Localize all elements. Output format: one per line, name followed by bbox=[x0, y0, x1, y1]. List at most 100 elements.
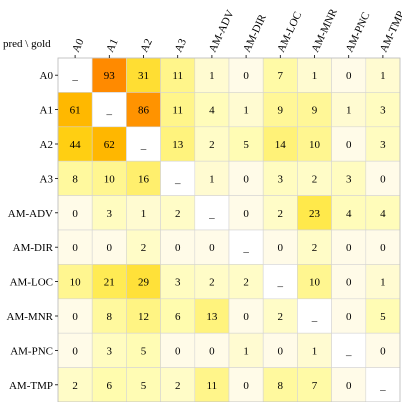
cell-a3-am-dir bbox=[228, 160, 264, 196]
cell-a0-a0 bbox=[57, 57, 93, 93]
cell-am-loc-am-mnr bbox=[297, 264, 332, 300]
cell-value-a2-a1: 62 bbox=[104, 139, 115, 151]
cell-am-loc-am-tmp bbox=[365, 264, 401, 300]
cell-a1-am-pnc bbox=[331, 92, 367, 128]
cell-value-a1-am-mnr: 9 bbox=[312, 105, 318, 117]
cell-value-am-mnr-a3: 6 bbox=[175, 311, 181, 323]
cell-value-a3-am-mnr: 2 bbox=[312, 173, 318, 185]
cell-am-dir-a0 bbox=[57, 229, 93, 265]
cell-am-tmp-am-adv bbox=[194, 367, 230, 402]
cell-value-am-pnc-am-pnc: _ bbox=[345, 345, 352, 357]
cell-am-mnr-am-dir bbox=[228, 298, 264, 334]
cell-am-mnr-am-adv bbox=[194, 298, 230, 334]
row-label-am-mnr: AM-MNR bbox=[7, 311, 54, 323]
cell-am-tmp-am-tmp bbox=[365, 367, 401, 402]
cell-value-a2-a2: _ bbox=[140, 139, 147, 151]
cell-value-am-dir-am-loc: 0 bbox=[278, 242, 284, 254]
cell-value-a3-a0: 8 bbox=[72, 173, 78, 185]
cell-value-am-mnr-am-dir: 0 bbox=[243, 311, 249, 323]
cell-a3-am-loc bbox=[262, 160, 298, 196]
cell-am-loc-a3 bbox=[160, 264, 196, 300]
cell-value-am-tmp-am-loc: 8 bbox=[278, 380, 284, 392]
row-label-a3: A3 bbox=[40, 173, 54, 185]
cell-am-mnr-a2 bbox=[126, 298, 161, 334]
cell-value-a1-a0: 61 bbox=[70, 105, 81, 117]
cell-a3-am-tmp bbox=[365, 160, 401, 196]
column-label-am-pnc: AM-PNC bbox=[344, 10, 373, 54]
cell-value-a1-am-pnc: 1 bbox=[346, 105, 352, 117]
cell-value-am-dir-am-dir: _ bbox=[242, 242, 249, 254]
cell-value-am-mnr-am-adv: 13 bbox=[206, 311, 218, 323]
row-label-am-pnc: AM-PNC bbox=[10, 345, 53, 357]
cell-am-adv-a1 bbox=[91, 195, 127, 231]
cell-value-a2-am-tmp: 3 bbox=[380, 139, 386, 151]
cell-a1-am-tmp bbox=[365, 92, 401, 128]
column-label-a2: A2 bbox=[138, 37, 155, 54]
cell-value-am-adv-am-dir: 0 bbox=[243, 208, 249, 220]
cell-value-am-adv-a3: 2 bbox=[175, 208, 181, 220]
cell-value-a2-am-dir: 5 bbox=[243, 139, 249, 151]
cell-value-am-mnr-a0: 0 bbox=[72, 311, 78, 323]
cell-value-am-mnr-am-pnc: 0 bbox=[346, 311, 352, 323]
cell-value-a0-am-mnr: 1 bbox=[312, 70, 318, 82]
cell-value-a0-a2: 31 bbox=[138, 70, 149, 82]
cell-am-adv-am-mnr bbox=[297, 195, 332, 231]
cell-value-a3-a1: 10 bbox=[104, 173, 116, 185]
row-label-am-adv: AM-ADV bbox=[8, 208, 53, 220]
cell-value-am-loc-a3: 3 bbox=[175, 277, 181, 289]
cell-value-a2-am-adv: 2 bbox=[209, 139, 215, 151]
cell-value-a3-am-dir: 0 bbox=[243, 173, 249, 185]
cell-am-adv-a2 bbox=[126, 195, 161, 231]
row-label-a1: A1 bbox=[40, 105, 53, 117]
cell-value-am-tmp-a3: 2 bbox=[175, 380, 181, 392]
cell-am-dir-a3 bbox=[160, 229, 196, 265]
cell-am-pnc-am-pnc bbox=[331, 332, 367, 368]
cell-value-a0-am-loc: 7 bbox=[278, 70, 284, 82]
cell-value-a0-am-tmp: 1 bbox=[380, 70, 386, 82]
cell-value-am-adv-a0: 0 bbox=[72, 208, 78, 220]
cell-value-a1-a3: 11 bbox=[172, 105, 183, 117]
cell-am-dir-am-pnc bbox=[331, 229, 367, 265]
cell-value-a1-am-dir: 1 bbox=[243, 105, 249, 117]
cell-value-am-adv-am-tmp: 4 bbox=[380, 208, 386, 220]
cell-value-am-loc-am-mnr: 10 bbox=[309, 277, 321, 289]
cell-value-am-dir-am-mnr: 2 bbox=[312, 242, 318, 254]
cell-am-mnr-am-mnr bbox=[297, 298, 332, 334]
cell-value-am-pnc-am-mnr: 1 bbox=[312, 345, 318, 357]
cell-value-am-tmp-am-pnc: 0 bbox=[346, 380, 352, 392]
cell-value-a0-am-pnc: 0 bbox=[346, 70, 352, 82]
cell-a2-a1 bbox=[91, 126, 127, 162]
cell-am-tmp-am-loc bbox=[262, 367, 298, 402]
cell-value-am-loc-am-loc: _ bbox=[277, 277, 284, 289]
cell-value-am-pnc-am-tmp: 0 bbox=[380, 345, 386, 357]
cell-value-a0-am-dir: 0 bbox=[243, 70, 249, 82]
cell-value-am-tmp-a1: 6 bbox=[107, 380, 113, 392]
cell-am-tmp-am-dir bbox=[228, 367, 264, 402]
cell-a1-am-mnr bbox=[297, 92, 332, 128]
cell-value-am-adv-am-loc: 2 bbox=[278, 208, 284, 220]
cell-a2-am-adv bbox=[194, 126, 230, 162]
cell-value-am-tmp-am-tmp: _ bbox=[379, 380, 386, 392]
cell-value-a2-a0: 44 bbox=[70, 139, 82, 151]
cell-value-a0-a3: 11 bbox=[172, 70, 183, 82]
cell-am-tmp-a3 bbox=[160, 367, 196, 402]
column-labels: A0 A1 A2 A3 AM-ADV AM-DIR AM-LOC AM-MNR AM-PNC AM… bbox=[70, 6, 402, 58]
cell-value-a1-a1: _ bbox=[106, 105, 113, 117]
cell-value-a3-a2: 16 bbox=[138, 173, 150, 185]
cell-am-mnr-am-loc bbox=[262, 298, 298, 334]
column-label-am-adv: AM-ADV bbox=[207, 8, 237, 54]
cell-a3-am-pnc bbox=[331, 160, 367, 196]
column-label-am-mnr: AM-MNR bbox=[309, 6, 340, 54]
column-label-a0: A0 bbox=[70, 37, 87, 55]
cell-a2-a2 bbox=[126, 126, 161, 162]
cell-value-am-pnc-am-loc: 0 bbox=[278, 345, 284, 357]
corner-label: pred \ gold bbox=[3, 38, 51, 50]
cell-am-pnc-am-mnr bbox=[297, 332, 332, 368]
cell-value-am-loc-a2: 29 bbox=[138, 277, 150, 289]
cell-a0-am-mnr bbox=[297, 57, 332, 93]
cell-a2-am-mnr bbox=[297, 126, 332, 162]
row-label-am-dir: AM-DIR bbox=[13, 242, 54, 254]
cell-value-am-tmp-am-dir: 0 bbox=[243, 380, 249, 392]
cell-am-adv-am-dir bbox=[228, 195, 264, 231]
cell-am-adv-am-pnc bbox=[331, 195, 367, 231]
